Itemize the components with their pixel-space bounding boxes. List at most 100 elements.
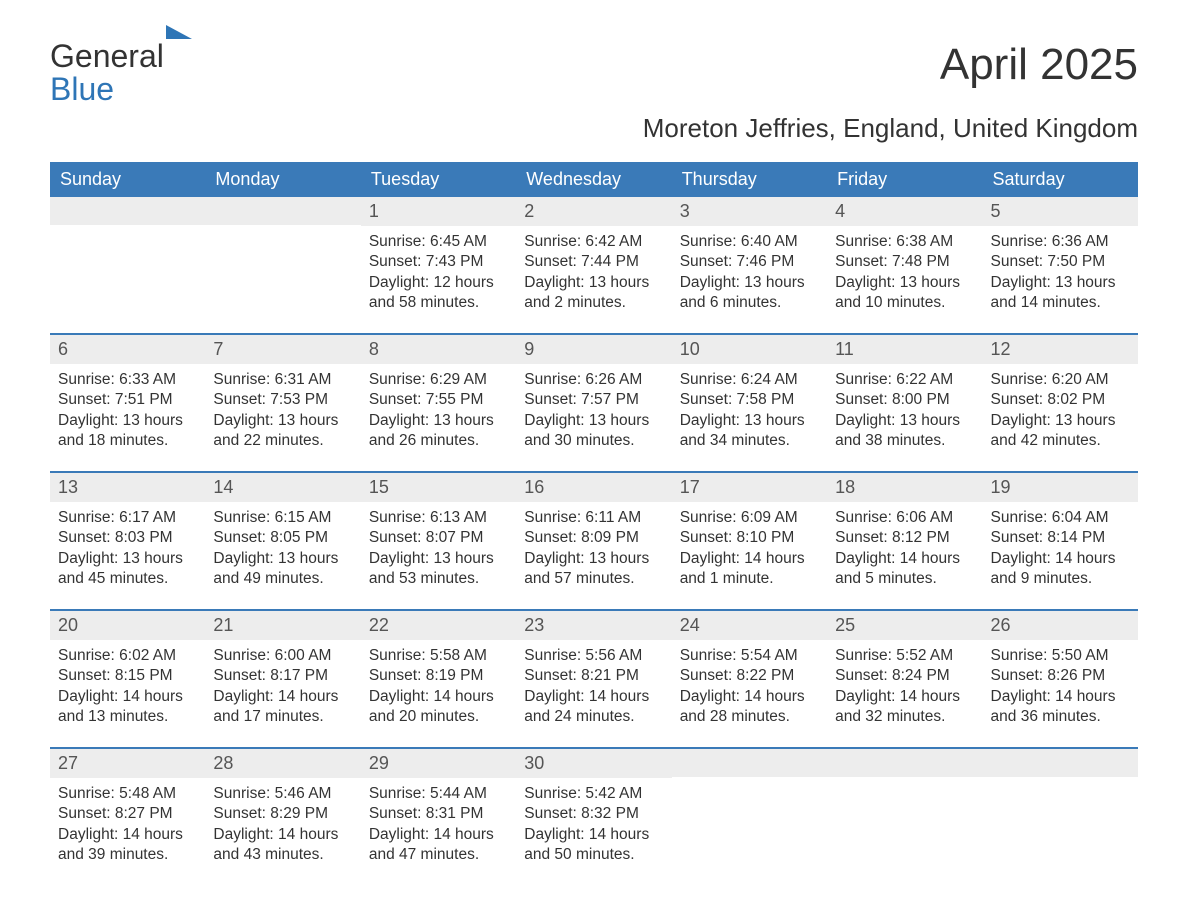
- day-day2: and 5 minutes.: [835, 569, 974, 589]
- day-day1: Daylight: 14 hours: [835, 549, 974, 569]
- day-details: Sunrise: 6:00 AMSunset: 8:17 PMDaylight:…: [205, 640, 360, 732]
- day-sunrise: Sunrise: 6:42 AM: [524, 232, 663, 252]
- day-day1: Daylight: 14 hours: [369, 825, 508, 845]
- day-sunset: Sunset: 8:19 PM: [369, 666, 508, 686]
- calendar-day: 3Sunrise: 6:40 AMSunset: 7:46 PMDaylight…: [672, 197, 827, 319]
- day-sunset: Sunset: 7:55 PM: [369, 390, 508, 410]
- day-number: 1: [361, 197, 516, 226]
- calendar-day: 19 Sunrise: 6:04 AMSunset: 8:14 PMDayligh…: [983, 473, 1138, 595]
- dow-sunday: Sunday: [50, 162, 205, 197]
- calendar-day: 14Sunrise: 6:15 AMSunset: 8:05 PMDayligh…: [205, 473, 360, 595]
- day-sunrise: Sunrise: 6:15 AM: [213, 508, 352, 528]
- day-day1: Daylight: 14 hours: [991, 687, 1130, 707]
- day-sunrise: Sunrise: 6:00 AM: [213, 646, 352, 666]
- day-sunset: Sunset: 7:43 PM: [369, 252, 508, 272]
- day-sunset: Sunset: 8:03 PM: [58, 528, 197, 548]
- calendar-day: 15Sunrise: 6:13 AMSunset: 8:07 PMDayligh…: [361, 473, 516, 595]
- day-number: 23: [516, 611, 671, 640]
- day-day1: Daylight: 13 hours: [991, 273, 1130, 293]
- logo-text-general: General: [50, 38, 164, 74]
- day-details: Sunrise: 5:48 AMSunset: 8:27 PMDaylight:…: [50, 778, 205, 870]
- calendar-day: [827, 749, 982, 871]
- day-sunrise: Sunrise: 6:40 AM: [680, 232, 819, 252]
- day-number: 4: [827, 197, 982, 226]
- day-sunrise: Sunrise: 6:13 AM: [369, 508, 508, 528]
- day-day1: Daylight: 13 hours: [680, 273, 819, 293]
- day-number: 13: [50, 473, 205, 502]
- day-sunset: Sunset: 8:29 PM: [213, 804, 352, 824]
- calendar-day: 8Sunrise: 6:29 AMSunset: 7:55 PMDaylight…: [361, 335, 516, 457]
- calendar-day: [205, 197, 360, 319]
- day-day1: Daylight: 13 hours: [835, 411, 974, 431]
- day-details: Sunrise: 6:26 AMSunset: 7:57 PMDaylight:…: [516, 364, 671, 456]
- day-day2: and 32 minutes.: [835, 707, 974, 727]
- day-number: 14: [205, 473, 360, 502]
- calendar-day: 17Sunrise: 6:09 AMSunset: 8:10 PMDayligh…: [672, 473, 827, 595]
- day-number: 3: [672, 197, 827, 226]
- dow-friday: Friday: [827, 162, 982, 197]
- calendar-day: 24Sunrise: 5:54 AMSunset: 8:22 PMDayligh…: [672, 611, 827, 733]
- calendar-day: [50, 197, 205, 319]
- calendar-day: 28Sunrise: 5:46 AMSunset: 8:29 PMDayligh…: [205, 749, 360, 871]
- day-sunrise: Sunrise: 6:45 AM: [369, 232, 508, 252]
- day-details: Sunrise: 6:20 AMSunset: 8:02 PMDaylight:…: [983, 364, 1138, 456]
- day-number: 16: [516, 473, 671, 502]
- day-sunrise: Sunrise: 6:33 AM: [58, 370, 197, 390]
- calendar-day: 18Sunrise: 6:06 AMSunset: 8:12 PMDayligh…: [827, 473, 982, 595]
- day-details: Sunrise: 5:52 AMSunset: 8:24 PMDaylight:…: [827, 640, 982, 732]
- day-day1: Daylight: 14 hours: [680, 549, 819, 569]
- day-sunset: Sunset: 8:14 PM: [991, 528, 1130, 548]
- day-day1: Daylight: 14 hours: [835, 687, 974, 707]
- day-sunset: Sunset: 8:07 PM: [369, 528, 508, 548]
- day-sunset: Sunset: 7:50 PM: [991, 252, 1130, 272]
- day-day1: Daylight: 13 hours: [524, 549, 663, 569]
- day-details: Sunrise: 6:17 AMSunset: 8:03 PMDaylight:…: [50, 502, 205, 594]
- day-day1: Daylight: 14 hours: [58, 687, 197, 707]
- day-day2: and 18 minutes.: [58, 431, 197, 451]
- logo-text-blue: Blue: [50, 73, 194, 105]
- day-day1: Daylight: 14 hours: [991, 549, 1130, 569]
- day-details: Sunrise: 6:13 AMSunset: 8:07 PMDaylight:…: [361, 502, 516, 594]
- day-sunrise: Sunrise: 6:04 AM: [991, 508, 1130, 528]
- day-details: Sunrise: 6:11 AMSunset: 8:09 PMDaylight:…: [516, 502, 671, 594]
- calendar-day: 7Sunrise: 6:31 AMSunset: 7:53 PMDaylight…: [205, 335, 360, 457]
- day-sunset: Sunset: 8:15 PM: [58, 666, 197, 686]
- calendar-day: 23Sunrise: 5:56 AMSunset: 8:21 PMDayligh…: [516, 611, 671, 733]
- day-number: 19: [983, 473, 1138, 502]
- day-day1: Daylight: 12 hours: [369, 273, 508, 293]
- day-sunset: Sunset: 8:31 PM: [369, 804, 508, 824]
- day-number: 21: [205, 611, 360, 640]
- day-day1: Daylight: 13 hours: [524, 411, 663, 431]
- day-sunset: Sunset: 8:21 PM: [524, 666, 663, 686]
- day-day1: Daylight: 13 hours: [213, 549, 352, 569]
- day-number: 6: [50, 335, 205, 364]
- calendar-day: [983, 749, 1138, 871]
- calendar-day: 25Sunrise: 5:52 AMSunset: 8:24 PMDayligh…: [827, 611, 982, 733]
- day-number: 27: [50, 749, 205, 778]
- day-number: 17: [672, 473, 827, 502]
- day-day2: and 49 minutes.: [213, 569, 352, 589]
- calendar-day: 6Sunrise: 6:33 AMSunset: 7:51 PMDaylight…: [50, 335, 205, 457]
- calendar-week: 6Sunrise: 6:33 AMSunset: 7:51 PMDaylight…: [50, 333, 1138, 457]
- day-sunrise: Sunrise: 6:24 AM: [680, 370, 819, 390]
- day-sunset: Sunset: 8:32 PM: [524, 804, 663, 824]
- calendar-week: 20Sunrise: 6:02 AMSunset: 8:15 PMDayligh…: [50, 609, 1138, 733]
- day-day1: Daylight: 14 hours: [213, 687, 352, 707]
- day-sunrise: Sunrise: 6:36 AM: [991, 232, 1130, 252]
- day-day2: and 39 minutes.: [58, 845, 197, 865]
- day-sunrise: Sunrise: 6:22 AM: [835, 370, 974, 390]
- calendar-day: 4Sunrise: 6:38 AMSunset: 7:48 PMDaylight…: [827, 197, 982, 319]
- calendar-day: 2Sunrise: 6:42 AMSunset: 7:44 PMDaylight…: [516, 197, 671, 319]
- day-day2: and 9 minutes.: [991, 569, 1130, 589]
- day-sunrise: Sunrise: 5:48 AM: [58, 784, 197, 804]
- calendar-day: 29Sunrise: 5:44 AMSunset: 8:31 PMDayligh…: [361, 749, 516, 871]
- day-details: Sunrise: 6:33 AMSunset: 7:51 PMDaylight:…: [50, 364, 205, 456]
- dow-saturday: Saturday: [983, 162, 1138, 197]
- day-day2: and 57 minutes.: [524, 569, 663, 589]
- day-day1: Daylight: 14 hours: [524, 825, 663, 845]
- day-number: [205, 197, 360, 225]
- calendar-day: 16Sunrise: 6:11 AMSunset: 8:09 PMDayligh…: [516, 473, 671, 595]
- day-details: Sunrise: 6:42 AMSunset: 7:44 PMDaylight:…: [516, 226, 671, 318]
- day-day2: and 53 minutes.: [369, 569, 508, 589]
- calendar-day: 12Sunrise: 6:20 AMSunset: 8:02 PMDayligh…: [983, 335, 1138, 457]
